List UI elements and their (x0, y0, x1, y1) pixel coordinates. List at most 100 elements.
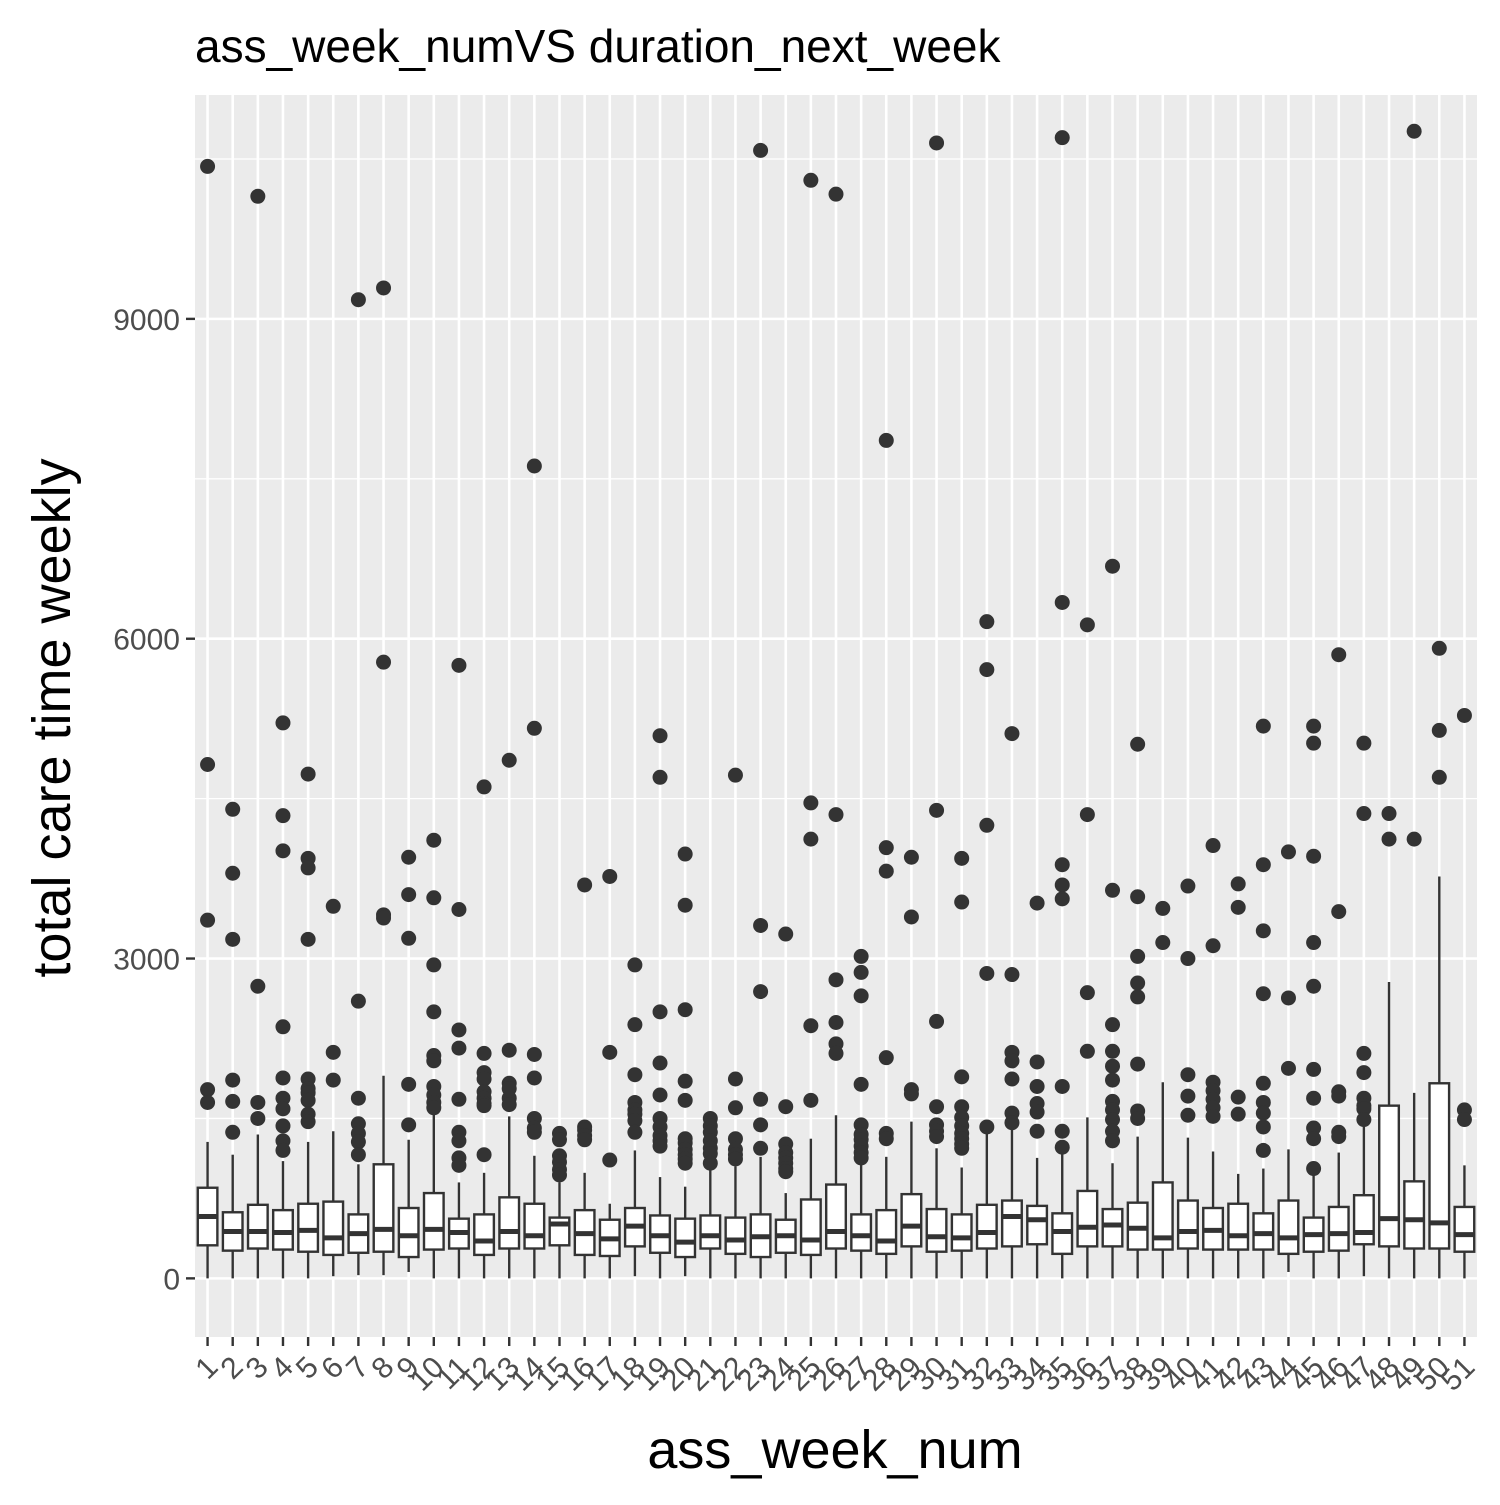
outlier-point (1356, 1101, 1372, 1117)
outlier-point (325, 1072, 341, 1088)
outlier-point (753, 917, 769, 933)
outlier-point (577, 1132, 593, 1148)
box-group-24 (774, 926, 797, 1279)
outlier-point (1356, 735, 1372, 751)
outlier-point (903, 849, 919, 865)
outlier-point (200, 1094, 216, 1110)
box-group-2 (221, 801, 244, 1279)
outlier-point (451, 901, 467, 917)
outlier-point (878, 1050, 894, 1066)
box-group-41 (1202, 838, 1225, 1279)
outlier-point (753, 142, 769, 158)
outlier-point (1230, 1106, 1246, 1122)
outlier-point (979, 614, 995, 630)
outlier-point (225, 1093, 241, 1109)
box (1403, 1180, 1426, 1250)
outlier-point (727, 1100, 743, 1116)
box-group-14 (523, 458, 546, 1279)
outlier-point (1406, 831, 1422, 847)
outlier-point (1356, 1065, 1372, 1081)
outlier-point (225, 1072, 241, 1088)
outlier-point (526, 720, 542, 736)
outlier-point (1079, 807, 1095, 823)
chart-title: ass_week_numVS duration_next_week (195, 20, 1001, 72)
box (724, 1216, 747, 1256)
outlier-point (1306, 848, 1322, 864)
outlier-point (275, 1019, 291, 1035)
outlier-point (451, 1091, 467, 1107)
outlier-point (1381, 831, 1397, 847)
outlier-point (1306, 978, 1322, 994)
outlier-point (1255, 1105, 1271, 1121)
outlier-point (1054, 877, 1070, 893)
outlier-point (753, 1140, 769, 1156)
outlier-point (476, 1147, 492, 1163)
outlier-point (853, 1076, 869, 1092)
outlier-point (526, 1124, 542, 1140)
outlier-point (275, 1142, 291, 1158)
box-group-3 (246, 188, 269, 1279)
boxes (196, 123, 1476, 1279)
outlier-point (1306, 1061, 1322, 1077)
outlier-point (1004, 967, 1020, 983)
outlier-point (677, 897, 693, 913)
outlier-point (1004, 1115, 1020, 1131)
outlier-point (1105, 1112, 1121, 1128)
outlier-point (1456, 1112, 1472, 1128)
box-group-34 (1026, 895, 1049, 1279)
box (1227, 1202, 1250, 1251)
outlier-point (275, 843, 291, 859)
box (900, 1192, 923, 1248)
box-group-36 (1076, 617, 1099, 1279)
box-group-15 (548, 1125, 571, 1279)
outlier-point (803, 1092, 819, 1108)
outlier-point (275, 1090, 291, 1106)
box-group-18 (623, 957, 646, 1277)
box-group-33 (1000, 726, 1023, 1279)
outlier-point (451, 1022, 467, 1038)
outlier-point (1205, 838, 1221, 854)
outlier-point (426, 1004, 442, 1020)
outlier-point (1431, 722, 1447, 738)
outlier-point (275, 1118, 291, 1134)
outlier-point (451, 657, 467, 673)
outlier-point (1406, 123, 1422, 139)
box-group-26 (824, 186, 848, 1279)
outlier-point (350, 993, 366, 1009)
outlier-point (1306, 718, 1322, 734)
box-group-46 (1327, 647, 1350, 1279)
outlier-point (602, 1152, 618, 1168)
box (1026, 1204, 1049, 1246)
outlier-point (753, 1117, 769, 1133)
box (1428, 1082, 1451, 1250)
outlier-point (376, 654, 392, 670)
box-group-47 (1352, 735, 1375, 1277)
outlier-point (1205, 938, 1221, 954)
box (1000, 1199, 1023, 1248)
box-group-30 (925, 135, 948, 1279)
outlier-point (401, 1117, 417, 1133)
outlier-point (1280, 1060, 1296, 1076)
outlier-point (778, 1164, 794, 1180)
box (372, 1163, 395, 1253)
box (975, 1203, 998, 1250)
outlier-point (225, 801, 241, 817)
outlier-point (627, 957, 643, 973)
outlier-point (426, 1053, 442, 1069)
outlier-point (1306, 735, 1322, 751)
outlier-point (526, 458, 542, 474)
outlier-point (853, 948, 869, 964)
outlier-point (727, 1131, 743, 1147)
box-group-19 (649, 728, 672, 1279)
outlier-point (929, 1129, 945, 1145)
outlier-point (1054, 1139, 1070, 1155)
box-group-38 (1126, 736, 1149, 1279)
box (1101, 1207, 1124, 1248)
outlier-point (250, 188, 266, 204)
box-group-32 (975, 614, 998, 1279)
outlier-point (300, 1114, 316, 1130)
outlier-point (627, 1067, 643, 1083)
outlier-point (476, 1071, 492, 1087)
box-group-42 (1227, 876, 1250, 1279)
outlier-point (627, 1113, 643, 1129)
